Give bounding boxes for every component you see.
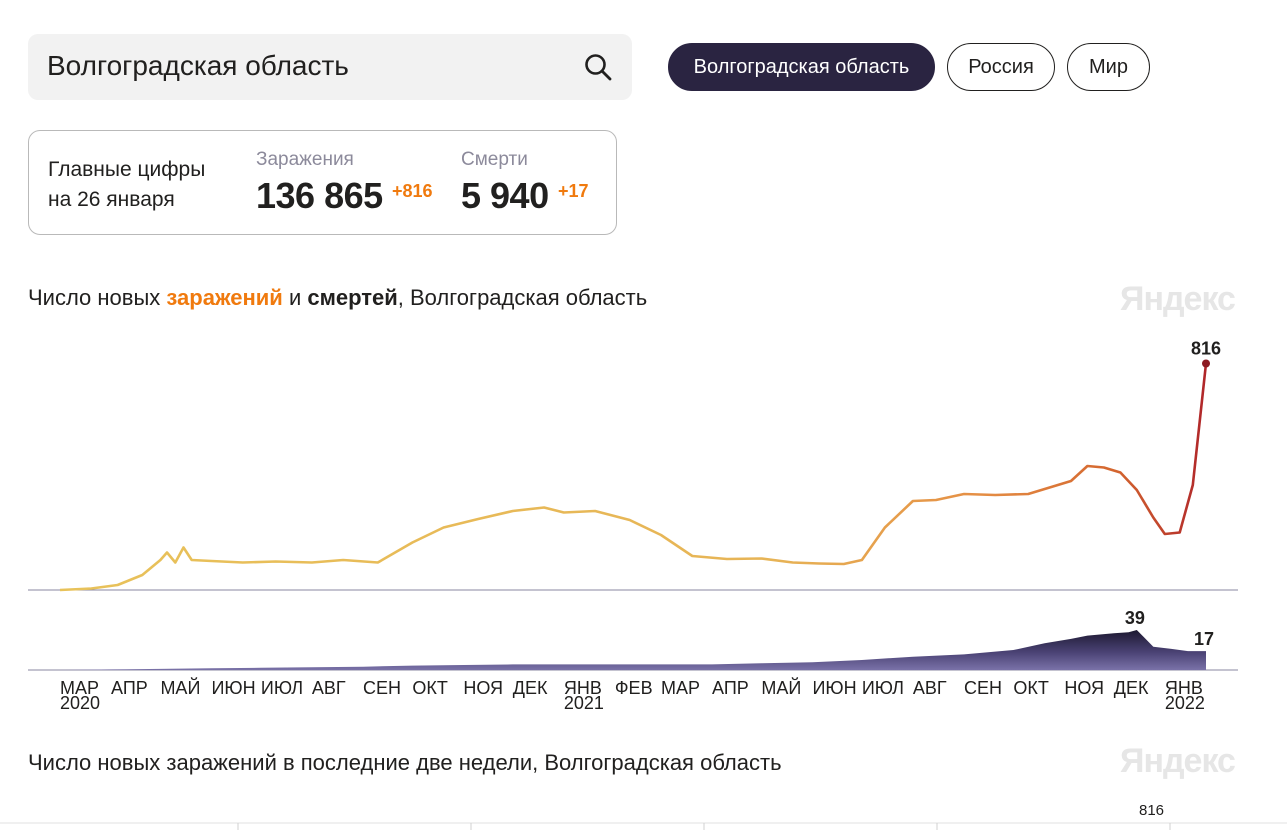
infections-deaths-chart: 816 39 17 МАР АПР МАЙ ИЮН ИЮЛ АВГ СЕН ОКТ НОЯ ДЕК ЯН… (28, 339, 1238, 713)
x-tick-label: НОЯ (1064, 678, 1104, 698)
x-year-label: 2021 (564, 693, 604, 713)
x-tick-label: АПР (712, 678, 749, 698)
x-tick-label: НОЯ (463, 678, 503, 698)
x-tick-label: МАР (661, 678, 700, 698)
search-icon[interactable] (584, 53, 612, 81)
deaths-label: Смерти (461, 149, 528, 170)
x-tick-label: МАЙ (761, 677, 801, 698)
infections-delta: +816 (392, 181, 433, 201)
x-tick-label: ЯНВ (564, 678, 602, 698)
chart-title: Число новых заражений и смертей, Волгогр… (28, 285, 647, 311)
yandex-watermark: Яндекс (1120, 280, 1236, 318)
tab-label: Мир (1089, 55, 1128, 78)
deaths-series-layer (60, 630, 1206, 670)
chart2-max-label: 816 (1139, 802, 1165, 819)
infections-last-label: 816 (1191, 339, 1221, 359)
caption-line2: на 26 января (48, 188, 175, 211)
x-tick-label: МАЙ (160, 677, 200, 698)
infections-total: 136 865 (256, 175, 383, 216)
key-figures-caption: Главные цифры на 26 января (48, 155, 205, 215)
x-year-label: 2022 (1165, 693, 1205, 713)
tab-label: Волгоградская область (693, 55, 910, 78)
x-tick-label: ИЮЛ (261, 678, 303, 698)
infections-series-layer (59, 363, 1208, 592)
caption-line1: Главные цифры (48, 158, 206, 181)
x-tick-label: ЯНВ (1165, 678, 1203, 698)
chart-title-infections: заражений (166, 285, 283, 310)
x-tick-label: СЕН (964, 678, 1002, 698)
deaths-peak-label: 39 (1125, 608, 1145, 628)
x-tick-label: СЕН (363, 678, 401, 698)
infections-label: Заражения (256, 149, 354, 170)
tab-region-russia[interactable]: Россия (947, 43, 1055, 91)
chart-title-deaths: смертей (307, 285, 398, 310)
key-figures-card: Главные цифры на 26 января Заражения 136… (28, 130, 617, 235)
chart-title-conj: и (282, 285, 308, 310)
search-input-value[interactable]: Волгоградская область (47, 50, 349, 81)
x-tick-label: ИЮН (812, 678, 856, 698)
x-tick-label: МАР (60, 678, 99, 698)
deaths-area (60, 630, 1206, 670)
chart-title-suffix: , Волгоградская область (397, 285, 648, 310)
x-tick-label: АВГ (312, 678, 346, 698)
x-tick-label: ДЕК (513, 678, 548, 698)
x-axis-ticks-layer: МАР АПР МАЙ ИЮН ИЮЛ АВГ СЕН ОКТ НОЯ ДЕК ЯНВ ФЕВ МАР А… (60, 677, 1205, 713)
x-year-label: 2020 (60, 693, 100, 713)
deaths-delta: +17 (558, 181, 589, 201)
x-tick-label: ОКТ (412, 678, 447, 698)
x-tick-label: ФЕВ (615, 678, 653, 698)
deaths-total: 5 940 (461, 175, 549, 216)
deaths-last-label: 17 (1194, 629, 1214, 649)
tab-region-world[interactable]: Мир (1067, 43, 1150, 91)
x-tick-label: АВГ (913, 678, 947, 698)
x-tick-label: ИЮН (211, 678, 255, 698)
x-tick-label: АПР (111, 678, 148, 698)
data-labels-layer: 816 39 17 (1125, 339, 1221, 650)
chart-title-prefix: Число новых (28, 285, 167, 310)
x-tick-label: ИЮЛ (862, 678, 904, 698)
x-tick-label: ДЕК (1114, 678, 1149, 698)
x-tick-label: ОКТ (1013, 678, 1048, 698)
yandex-watermark-2: Яндекс (1120, 742, 1236, 780)
infections-last-point (1202, 359, 1210, 368)
region-search-input[interactable]: Волгоградская область (28, 34, 632, 100)
infections-line (59, 363, 1208, 592)
tab-label: Россия (968, 55, 1034, 78)
tab-region-volgograd[interactable]: Волгоградская область (668, 43, 935, 91)
chart2-title: Число новых заражений в последние две не… (28, 750, 782, 775)
chart2-frame (0, 822, 1287, 830)
